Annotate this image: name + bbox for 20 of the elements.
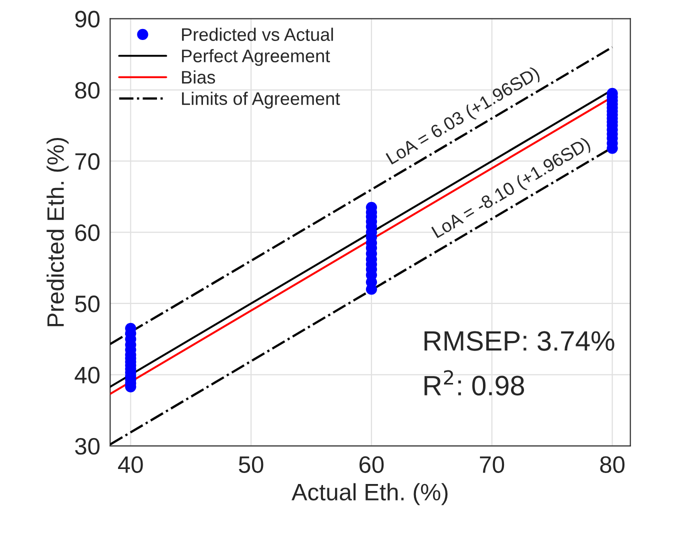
y-tick-label: 80 bbox=[75, 82, 100, 99]
x-axis-title: Actual Eth. (%) bbox=[292, 483, 448, 506]
x-tick-label: 40 bbox=[118, 456, 143, 473]
legend-label: Predicted vs Actual bbox=[182, 28, 333, 41]
y-tick-label: 40 bbox=[74, 366, 100, 384]
y-tick-label: 70 bbox=[75, 153, 100, 170]
x-tick-label: 50 bbox=[238, 456, 264, 473]
legend-label: Bias bbox=[182, 70, 216, 84]
annotation: R$^{2}$: 0.98 bbox=[424, 370, 524, 396]
x-tick-label: 80 bbox=[600, 456, 625, 473]
legend-label: Perfect Agreement bbox=[182, 49, 330, 66]
y-tick-label: 90 bbox=[75, 10, 100, 28]
y-tick-label: 50 bbox=[75, 296, 100, 312]
y-tick-label: 60 bbox=[75, 224, 100, 242]
x-tick-label: 70 bbox=[480, 456, 504, 473]
y-tick-label: 30 bbox=[75, 438, 100, 455]
y-axis-title: Predicted Eth. (%) bbox=[46, 138, 69, 326]
annotation: RMSEP: 3.74% bbox=[424, 331, 614, 351]
x-tick-label: 60 bbox=[360, 456, 384, 473]
legend-label: Limits of Agreement bbox=[182, 92, 340, 109]
